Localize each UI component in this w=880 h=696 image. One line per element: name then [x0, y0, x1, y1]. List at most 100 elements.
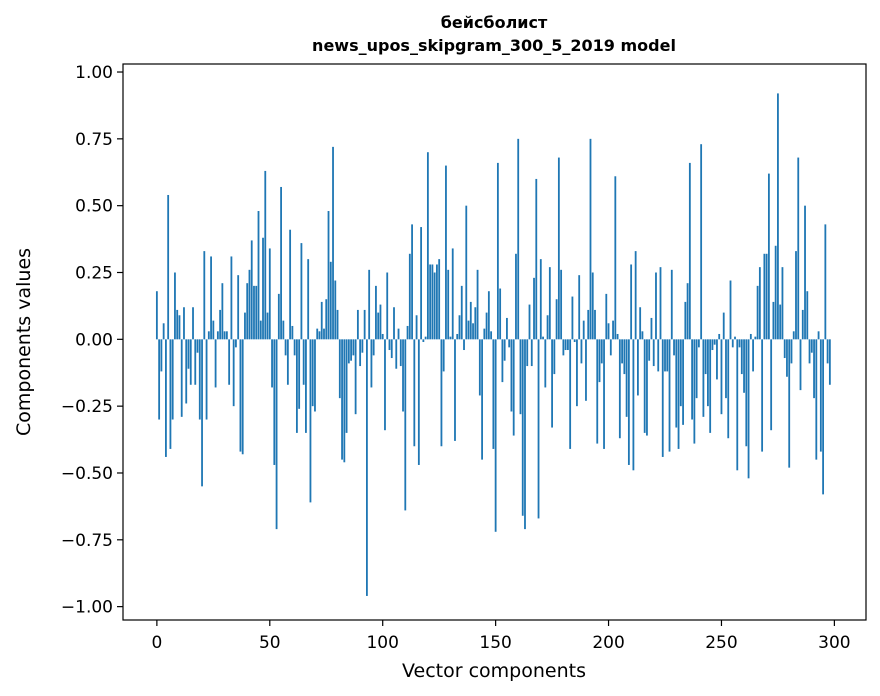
- bar: [641, 331, 644, 340]
- bar: [460, 285, 463, 340]
- bar: [356, 309, 359, 340]
- bar: [648, 339, 651, 361]
- bar: [616, 333, 619, 340]
- bar: [359, 339, 362, 367]
- bar: [524, 339, 526, 530]
- bar: [822, 339, 824, 495]
- bar: [438, 259, 441, 340]
- bar: [293, 339, 296, 356]
- x-tick-label: 100: [366, 633, 398, 653]
- bar: [253, 285, 255, 340]
- bar: [761, 339, 764, 452]
- bar: [804, 205, 806, 340]
- bar: [600, 339, 603, 364]
- bar: [196, 339, 199, 353]
- y-tick-label: 0.75: [75, 130, 113, 150]
- bar: [530, 339, 533, 367]
- bar: [673, 339, 675, 356]
- bar: [481, 339, 483, 460]
- bar: [605, 293, 608, 340]
- x-tick-label: 300: [818, 633, 850, 653]
- bar: [413, 339, 416, 447]
- bar: [722, 312, 725, 340]
- bar: [225, 331, 228, 340]
- bar: [576, 339, 578, 407]
- bar: [388, 339, 391, 351]
- bar: [695, 339, 698, 399]
- bar: [426, 152, 429, 340]
- bar: [779, 304, 782, 340]
- bar: [682, 339, 684, 425]
- bar: [716, 339, 718, 380]
- bar: [569, 339, 572, 449]
- bar: [702, 339, 705, 417]
- bar: [709, 339, 712, 433]
- bar: [801, 309, 804, 340]
- bar: [691, 339, 694, 420]
- bar: [738, 339, 741, 348]
- bar: [422, 339, 425, 342]
- bar: [598, 339, 601, 383]
- bar: [250, 240, 253, 340]
- bar: [212, 320, 215, 340]
- bar: [198, 339, 201, 420]
- bar: [754, 336, 757, 340]
- bar: [720, 339, 723, 415]
- bar: [609, 339, 612, 356]
- bar: [688, 162, 691, 340]
- bar: [767, 173, 770, 340]
- bar: [652, 339, 655, 367]
- bar: [354, 339, 357, 415]
- y-tick-label: 0.50: [75, 197, 113, 217]
- bar: [155, 291, 158, 340]
- bar: [271, 339, 273, 388]
- bar: [697, 339, 700, 348]
- bar: [277, 293, 280, 340]
- bar: [411, 224, 413, 340]
- bar: [463, 339, 465, 351]
- bar: [596, 339, 599, 444]
- bar: [248, 269, 251, 340]
- bar: [637, 339, 639, 396]
- bar: [684, 301, 687, 340]
- bar: [334, 280, 337, 340]
- bar: [210, 256, 212, 340]
- bar: [262, 237, 264, 340]
- bar: [318, 331, 321, 340]
- bar: [544, 339, 547, 388]
- bar: [501, 339, 504, 383]
- bar: [257, 211, 260, 340]
- bar: [325, 299, 328, 340]
- bar: [727, 339, 730, 439]
- bar: [614, 176, 617, 340]
- bar: [815, 339, 818, 460]
- bar: [372, 339, 375, 356]
- x-axis: 0 50 100 150 200 250 300: [151, 620, 851, 653]
- bar: [795, 251, 797, 340]
- bar: [406, 325, 409, 340]
- bar: [266, 312, 269, 340]
- bar: [476, 269, 479, 340]
- bar: [743, 339, 745, 393]
- bar: [679, 339, 682, 407]
- bar: [255, 285, 258, 340]
- bar: [379, 304, 382, 340]
- bar: [169, 339, 172, 449]
- bar: [454, 339, 456, 441]
- bar: [180, 339, 183, 417]
- bar: [510, 339, 513, 412]
- bar: [363, 309, 366, 340]
- bar: [370, 339, 373, 388]
- bar: [408, 253, 411, 340]
- bar: [704, 339, 707, 375]
- chart-title-line2: news_upos_skipgram_300_5_2019 model: [312, 36, 676, 55]
- bar: [291, 325, 294, 340]
- bar: [221, 283, 224, 340]
- bar: [395, 339, 398, 369]
- bar: [777, 93, 779, 340]
- bar: [668, 339, 671, 452]
- bar: [749, 333, 752, 340]
- bar: [415, 315, 418, 340]
- bar: [323, 328, 325, 340]
- bar: [431, 264, 434, 340]
